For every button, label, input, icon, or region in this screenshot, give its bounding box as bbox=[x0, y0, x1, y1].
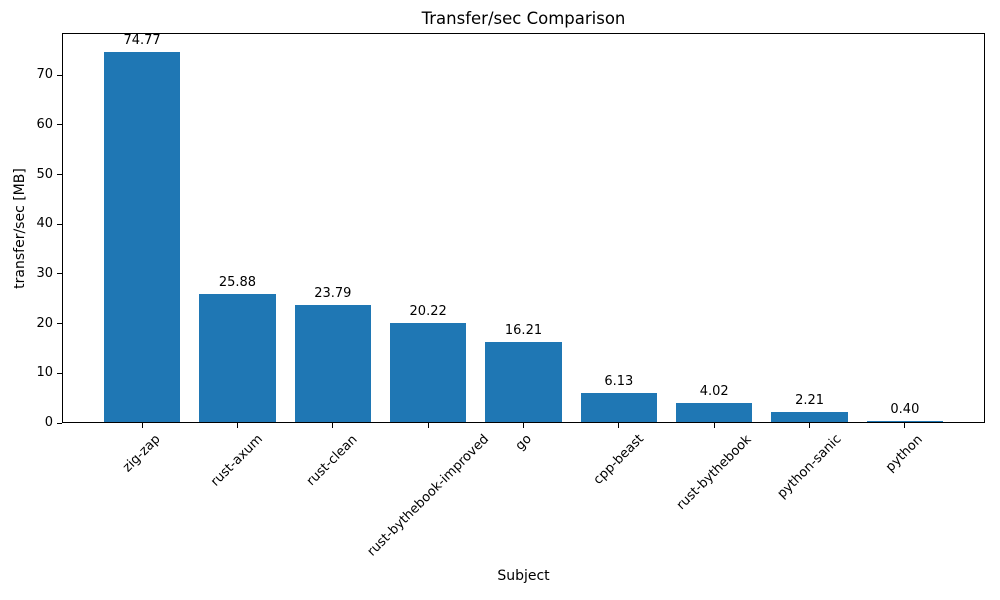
y-tick-mark bbox=[57, 124, 62, 126]
bar bbox=[103, 51, 181, 423]
y-tick-label: 30 bbox=[36, 265, 53, 281]
x-axis-label: Subject bbox=[497, 568, 550, 584]
x-tick-label: rust-bythebook-improved bbox=[364, 431, 492, 560]
bar bbox=[485, 342, 562, 423]
y-tick-label: 0 bbox=[44, 415, 53, 430]
bar-value-label: 4.02 bbox=[699, 384, 729, 400]
x-tick-mark bbox=[809, 423, 811, 428]
x-tick-label: zig-zap bbox=[120, 431, 164, 476]
x-tick-mark bbox=[332, 423, 334, 428]
x-tick-mark bbox=[141, 423, 143, 428]
x-tick-label: rust-clean bbox=[304, 431, 361, 489]
bar bbox=[580, 392, 657, 423]
x-tick-mark bbox=[904, 423, 906, 428]
x-tick-mark bbox=[236, 423, 238, 428]
bar-value-label: 25.88 bbox=[218, 275, 257, 291]
bar-value-label: 74.77 bbox=[123, 32, 161, 48]
bar-value-label: 16.21 bbox=[504, 323, 543, 339]
bar bbox=[199, 294, 276, 423]
y-tick-mark bbox=[57, 323, 62, 325]
x-tick-label: python bbox=[883, 431, 927, 475]
y-tick-label: 40 bbox=[36, 216, 53, 232]
x-tick-mark bbox=[427, 423, 429, 428]
x-tick-label: go bbox=[512, 431, 535, 454]
x-tick-label: rust-axum bbox=[208, 432, 266, 490]
bar bbox=[390, 322, 467, 423]
x-tick-label: cpp-beast bbox=[590, 431, 647, 489]
bar-value-label: 23.79 bbox=[314, 285, 352, 301]
y-tick-mark bbox=[57, 74, 62, 76]
x-tick-mark bbox=[618, 423, 620, 428]
bar bbox=[771, 412, 848, 423]
y-tick-label: 10 bbox=[36, 365, 53, 381]
y-tick-mark bbox=[57, 422, 62, 424]
y-tick-mark bbox=[57, 273, 62, 275]
x-tick-mark bbox=[523, 423, 524, 428]
bar bbox=[676, 403, 753, 423]
bar-value-label: 2.21 bbox=[795, 393, 825, 409]
y-tick-label: 70 bbox=[36, 67, 53, 83]
y-tick-mark bbox=[57, 372, 62, 374]
bar-value-label: 0.40 bbox=[890, 402, 920, 417]
y-tick-label: 50 bbox=[36, 166, 53, 182]
y-tick-mark bbox=[57, 223, 62, 225]
x-tick-label: python-sanic bbox=[774, 432, 845, 502]
x-tick-label: rust-bythebook bbox=[673, 431, 755, 513]
bar bbox=[294, 304, 371, 423]
bar bbox=[866, 421, 944, 423]
bar-value-label: 6.13 bbox=[604, 373, 634, 389]
x-tick-mark bbox=[713, 423, 715, 428]
bar-value-label: 20.22 bbox=[409, 303, 447, 319]
y-tick-label: 60 bbox=[36, 116, 53, 132]
y-tick-mark bbox=[57, 174, 62, 176]
y-tick-label: 20 bbox=[36, 315, 53, 331]
chart-title: Transfer/sec Comparison bbox=[421, 9, 626, 28]
